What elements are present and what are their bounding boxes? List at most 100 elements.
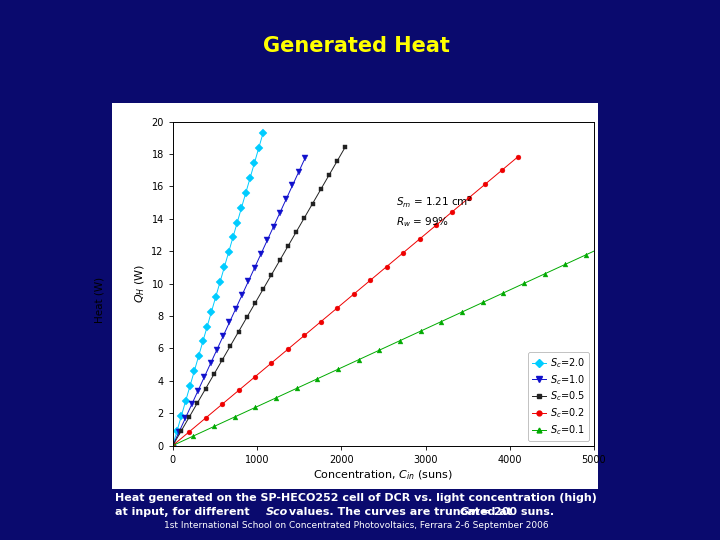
Text: Generated Heat: Generated Heat — [263, 36, 450, 56]
$S_c$=0.1 — [499, 289, 508, 296]
$S_c$=2.0 — [207, 308, 216, 315]
$S_c$=1.0 — [288, 182, 297, 188]
$S_c$=2.0 — [220, 264, 229, 271]
$S_c$=0.2 — [317, 319, 325, 325]
$S_c$=2.0 — [199, 338, 207, 345]
$S_c$=2.0 — [203, 323, 212, 330]
$S_c$=0.2 — [300, 332, 309, 339]
$S_c$=2.0 — [228, 234, 237, 241]
Text: Heat (W): Heat (W) — [94, 276, 104, 323]
$S_c$=1.0 — [200, 374, 209, 380]
$S_c$=2.0 — [250, 160, 258, 166]
$S_c$=1.0 — [181, 415, 189, 421]
$S_c$=2.0 — [224, 249, 233, 255]
$S_c$=0.1 — [416, 328, 425, 334]
Text: Gm: Gm — [459, 507, 480, 517]
$S_c$=0.2 — [448, 208, 456, 215]
$S_c$=0.5 — [341, 143, 350, 150]
$S_c$=2.0 — [237, 205, 246, 211]
$S_c$=0.5 — [275, 257, 284, 264]
$S_c$=0.1 — [520, 280, 528, 287]
$S_c$=0.5 — [202, 386, 210, 392]
$S_c$=1.0 — [251, 265, 259, 271]
$S_c$=2.0 — [173, 427, 181, 434]
Legend: $S_c$=2.0, $S_c$=1.0, $S_c$=0.5, $S_c$=0.2, $S_c$=0.1: $S_c$=2.0, $S_c$=1.0, $S_c$=0.5, $S_c$=0… — [528, 352, 589, 441]
$S_c$=1.0 — [212, 347, 221, 353]
$S_c$=2.0 — [168, 442, 177, 449]
Line: $S_c$=0.1: $S_c$=0.1 — [171, 243, 609, 448]
$S_c$=0.5 — [251, 300, 259, 306]
$S_c$=0.1 — [582, 252, 590, 258]
$S_c$=0.2 — [185, 429, 194, 435]
$S_c$=0.1 — [396, 338, 405, 344]
$S_c$=0.2 — [267, 360, 276, 366]
$S_c$=0.2 — [382, 264, 391, 270]
Y-axis label: $Q_H$ (W): $Q_H$ (W) — [134, 264, 147, 303]
$S_c$=2.0 — [241, 190, 250, 196]
$S_c$=0.5 — [234, 328, 243, 335]
$S_c$=0.5 — [210, 371, 218, 377]
$S_c$=0.1 — [437, 318, 446, 325]
$S_c$=0.5 — [333, 158, 341, 164]
$S_c$=0.2 — [464, 194, 473, 201]
$S_c$=1.0 — [276, 210, 284, 216]
Text: 1st International School on Concentrated Photovoltaics, Ferrara 2-6 September 20: 1st International School on Concentrated… — [164, 521, 549, 530]
$S_c$=0.1 — [210, 423, 218, 430]
$S_c$=0.1 — [603, 242, 611, 248]
Text: Sco: Sco — [266, 507, 288, 517]
$S_c$=0.2 — [366, 277, 374, 284]
$S_c$=0.5 — [243, 314, 251, 321]
$S_c$=0.1 — [334, 366, 343, 373]
$S_c$=2.0 — [212, 294, 220, 300]
$S_c$=1.0 — [294, 168, 303, 175]
Text: Heat generated on the SP-HECO252 cell of DCR vs. light concentration (high): Heat generated on the SP-HECO252 cell of… — [115, 493, 597, 503]
$S_c$=0.5 — [185, 414, 194, 420]
$S_c$=1.0 — [194, 388, 202, 394]
$S_c$=1.0 — [269, 223, 278, 230]
$S_c$=0.5 — [267, 272, 276, 278]
$S_c$=0.5 — [325, 172, 333, 178]
$S_c$=0.1 — [375, 347, 384, 353]
$S_c$=0.1 — [271, 395, 280, 401]
$S_c$=0.1 — [540, 271, 549, 277]
$S_c$=2.0 — [177, 413, 186, 419]
Line: $S_c$=2.0: $S_c$=2.0 — [170, 131, 266, 448]
$S_c$=0.5 — [226, 343, 235, 349]
$S_c$=0.2 — [481, 181, 490, 187]
Text: values. The curves are truncated at: values. The curves are truncated at — [285, 507, 516, 517]
Line: $S_c$=1.0: $S_c$=1.0 — [170, 156, 308, 448]
$S_c$=0.2 — [431, 222, 440, 228]
$S_c$=2.0 — [258, 130, 267, 137]
$S_c$=0.5 — [218, 357, 227, 363]
X-axis label: Concentration, $C_{in}$ (suns): Concentration, $C_{in}$ (suns) — [313, 469, 454, 482]
$S_c$=0.5 — [317, 186, 325, 193]
$S_c$=2.0 — [190, 368, 199, 374]
$S_c$=0.1 — [561, 261, 570, 268]
Text: = 200 suns.: = 200 suns. — [477, 507, 554, 517]
$S_c$=0.1 — [313, 375, 322, 382]
$S_c$=1.0 — [219, 333, 228, 339]
$S_c$=0.2 — [234, 387, 243, 394]
$S_c$=0.1 — [458, 309, 467, 315]
$S_c$=0.1 — [189, 433, 198, 439]
$S_c$=0.1 — [168, 442, 177, 449]
$S_c$=1.0 — [244, 278, 253, 285]
$S_c$=0.1 — [251, 404, 260, 410]
$S_c$=2.0 — [181, 397, 190, 404]
$S_c$=1.0 — [238, 292, 246, 298]
$S_c$=2.0 — [194, 353, 203, 360]
$S_c$=0.2 — [251, 374, 259, 380]
$S_c$=0.1 — [354, 356, 363, 363]
$S_c$=1.0 — [187, 401, 196, 408]
$S_c$=0.5 — [168, 442, 177, 449]
$S_c$=2.0 — [233, 219, 241, 226]
$S_c$=2.0 — [186, 383, 194, 389]
$S_c$=1.0 — [175, 429, 184, 435]
$S_c$=1.0 — [206, 360, 215, 367]
$S_c$=0.5 — [193, 400, 202, 406]
$S_c$=0.1 — [478, 299, 487, 306]
Line: $S_c$=0.2: $S_c$=0.2 — [171, 154, 521, 448]
$S_c$=0.1 — [230, 414, 239, 420]
$S_c$=0.2 — [514, 153, 523, 160]
$S_c$=1.0 — [225, 319, 234, 326]
